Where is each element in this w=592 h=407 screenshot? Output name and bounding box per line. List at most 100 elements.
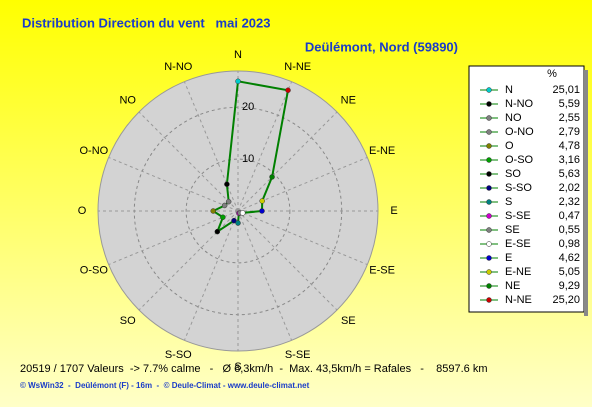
legend-name: N-NO <box>505 98 534 110</box>
legend-marker <box>486 269 492 275</box>
legend-name: O-NO <box>505 126 534 138</box>
legend-marker <box>486 199 492 205</box>
legend-name: O <box>505 140 514 152</box>
legend-name: SO <box>505 168 521 180</box>
point-marker <box>224 181 230 187</box>
legend-marker <box>486 157 492 163</box>
direction-label: O <box>78 205 87 217</box>
legend-value: 2,79 <box>559 126 580 138</box>
legend-marker <box>486 101 492 107</box>
legend-name: O-SO <box>505 154 534 166</box>
direction-label: S <box>234 361 241 373</box>
legend-value: 5,63 <box>559 168 580 180</box>
legend-value: 0,55 <box>559 224 580 236</box>
footer-stats: 20519 / 1707 Valeurs -> 7.7% calme - Ø 6… <box>20 363 488 375</box>
direction-label: N <box>234 49 242 61</box>
direction-label: O-NO <box>80 145 109 157</box>
point-marker <box>235 78 241 85</box>
legend-value: 2,32 <box>559 196 580 208</box>
point-marker <box>235 220 241 226</box>
legend-value: 0,98 <box>559 238 580 250</box>
direction-label: E-SE <box>369 265 395 277</box>
legend-marker <box>486 297 492 303</box>
legend-name: SE <box>505 224 520 236</box>
direction-label: O-SO <box>80 265 109 277</box>
legend-value: 9,29 <box>559 280 580 292</box>
spoke <box>237 156 368 212</box>
direction-label: N-NE <box>284 61 311 73</box>
legend-marker <box>486 283 492 289</box>
legend-marker <box>486 171 492 177</box>
point-marker <box>259 208 265 214</box>
spoke <box>237 210 368 266</box>
point-marker <box>210 208 216 214</box>
legend-name: NO <box>505 112 522 124</box>
spoke <box>237 210 338 311</box>
direction-label: SO <box>120 315 136 327</box>
spoke <box>183 210 239 341</box>
spoke <box>138 111 239 212</box>
legend-value: 25,01 <box>552 84 580 96</box>
legend-name: S-SO <box>505 182 532 194</box>
legend-marker <box>486 143 492 149</box>
spoke <box>108 210 239 266</box>
spoke <box>138 210 239 311</box>
r-tick-label: 20 <box>242 101 254 113</box>
legend-value: 2,02 <box>559 182 580 194</box>
direction-label: N-NO <box>164 61 193 73</box>
direction-label: E-NE <box>369 145 395 157</box>
point-marker <box>239 210 246 216</box>
legend-marker <box>486 87 492 93</box>
spoke <box>237 81 293 212</box>
direction-label: SE <box>341 315 356 327</box>
legend-name: S-SE <box>505 210 531 222</box>
legend-marker <box>486 115 492 121</box>
legend-name: N-NE <box>505 294 532 306</box>
point-marker <box>259 198 265 204</box>
direction-label: E <box>390 205 397 217</box>
point-marker <box>285 87 291 94</box>
direction-label: NO <box>119 95 136 107</box>
spoke <box>237 111 338 212</box>
footer-credits: © WsWin32 - Deûlémont (F) - 16m - © Deul… <box>20 381 310 390</box>
legend-value: 3,16 <box>559 154 580 166</box>
legend-value: 4,62 <box>559 252 580 264</box>
legend-marker <box>486 129 492 135</box>
point-marker <box>269 174 275 180</box>
legend-name: NE <box>505 280 520 292</box>
grid-ring <box>185 158 291 264</box>
chart-title: Distribution Direction du vent mai 2023 <box>22 15 271 30</box>
legend-value: 2,55 <box>559 112 580 124</box>
legend-name: S <box>505 196 512 208</box>
legend-header: % <box>547 68 557 80</box>
legend-name: E-NE <box>505 266 531 278</box>
point-marker <box>220 214 226 221</box>
spoke <box>108 156 239 212</box>
legend-name: E-SE <box>505 238 531 250</box>
point-marker <box>221 202 228 209</box>
direction-label: S-SO <box>165 349 192 361</box>
legend-marker <box>486 255 492 261</box>
legend-name: N <box>505 84 513 96</box>
direction-label: S-SE <box>285 349 311 361</box>
legend-value: 25,20 <box>552 294 580 306</box>
legend-marker <box>486 241 492 247</box>
r-tick-label: 10 <box>242 153 254 165</box>
point-marker <box>231 217 237 224</box>
spoke <box>237 210 293 341</box>
legend-value: 4,78 <box>559 140 580 152</box>
legend-marker <box>486 227 492 233</box>
point-marker <box>214 228 221 235</box>
legend-marker <box>486 185 492 191</box>
legend-value: 5,05 <box>559 266 580 278</box>
point-marker <box>225 198 232 205</box>
legend-value: 0,47 <box>559 210 580 222</box>
legend-value: 5,59 <box>559 98 580 110</box>
legend-marker <box>486 213 492 219</box>
spoke <box>183 81 239 212</box>
chart-subtitle: Deülémont, Nord (59890) <box>305 39 458 54</box>
legend-shadow <box>584 70 588 316</box>
legend-name: E <box>505 252 512 264</box>
direction-label: NE <box>341 95 356 107</box>
